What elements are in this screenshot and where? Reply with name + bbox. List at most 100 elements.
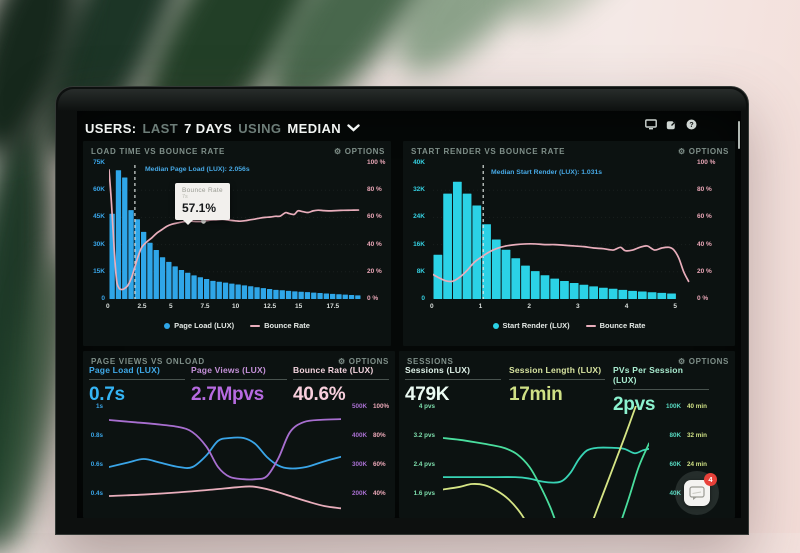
median-annotation: Median Start Render (LUX): 1.031s — [491, 169, 603, 176]
x-axis-label: 7.5 — [200, 303, 210, 310]
y-axis-label: 60 % — [367, 213, 382, 221]
panel-title: START RENDER VS BOUNCE RATE — [411, 147, 566, 156]
y-axis-label: 1.6 pvs — [413, 490, 435, 497]
notification-badge: 4 — [704, 473, 717, 486]
y-axis-label: 30K — [93, 240, 105, 248]
chevron-down-icon — [347, 124, 360, 132]
y-axis-label: 20 % — [697, 267, 712, 275]
dashboard-screen: USERS: LAST 7 DAYS USING MEDIAN ? LOAD — [77, 111, 741, 518]
metric-underline — [509, 379, 605, 380]
y-axis-label: 40 % — [697, 240, 712, 248]
y-axis-label: 8K — [416, 267, 425, 275]
header-segment: 7 DAYS — [184, 120, 233, 136]
tooltip-title: Bounce Rate — [182, 187, 223, 194]
metric-label: Page Views (LUX) — [191, 365, 266, 375]
help-icon[interactable]: ? — [686, 119, 697, 130]
y-axis-label: 32 min — [687, 432, 707, 439]
y-axis-label: 100 % — [367, 159, 386, 166]
x-axis-label: 2.5 — [137, 303, 147, 310]
legend-item[interactable]: Bounce Rate — [585, 321, 646, 330]
metric-value: 2.7Mpvs — [191, 384, 264, 405]
users-range-dropdown[interactable]: USERS: LAST 7 DAYS USING MEDIAN — [85, 116, 360, 140]
metric-label: Session Length (LUX) — [509, 365, 602, 375]
metric-underline — [89, 379, 185, 380]
legend-item[interactable]: Bounce Rate — [250, 321, 310, 330]
y-axis-label: 24K — [413, 213, 425, 221]
y-axis-label: 0.8s — [90, 432, 103, 439]
x-axis-label: 17.5 — [326, 303, 340, 310]
x-axis-label: 0 — [106, 303, 110, 310]
display-icon[interactable] — [645, 119, 657, 130]
y-axis-label: 40% — [373, 490, 386, 497]
y-axis-label: 16K — [413, 240, 425, 248]
header-segment: USERS: — [85, 120, 137, 136]
options-label: OPTIONS — [688, 357, 729, 366]
y-axis-label: 40K — [669, 490, 681, 497]
tooltip-subtitle: 7s — [182, 194, 188, 200]
y-axis-label: 24 min — [687, 461, 707, 468]
tooltip-value: 57.1% — [182, 201, 217, 215]
metric-value: 2pvs — [613, 394, 656, 415]
legend-label: Start Render (LUX) — [502, 321, 570, 330]
metric-3: Bounce Rate (LUX) 40.6% — [293, 365, 389, 406]
options-button[interactable]: ⚙ OPTIONS — [338, 357, 389, 366]
bezel-highlight — [58, 89, 746, 111]
panel-title: LOAD TIME VS BOUNCE RATE — [91, 147, 225, 156]
legend-swatch — [164, 322, 171, 329]
y-axis-label: 500K — [351, 403, 367, 410]
legend-swatch — [585, 324, 596, 327]
legend-item[interactable]: Page Load (LUX) — [164, 321, 234, 330]
chat-widget-button[interactable]: 4 — [675, 471, 719, 515]
y-axis-label: 200K — [351, 490, 367, 497]
chart-legend: Page Load (LUX) Bounce Rate — [83, 321, 391, 330]
header-icon-group: ? — [645, 119, 697, 130]
x-axis-label: 15 — [295, 303, 303, 310]
x-axis-label: 12.5 — [263, 303, 277, 310]
legend-item[interactable]: Start Render (LUX) — [492, 321, 570, 330]
panel-load-time: LOAD TIME VS BOUNCE RATE ⚙ OPTIONS Media… — [83, 141, 391, 346]
page-views-onload-chart — [109, 418, 341, 510]
metric-label: Sessions (LUX) — [405, 365, 471, 375]
metric-2: Session Length (LUX) 17min — [509, 365, 605, 406]
y-axis-label: 15K — [93, 267, 105, 275]
y-axis-label: 80% — [373, 432, 386, 439]
share-icon[interactable] — [666, 119, 677, 130]
panel-title: SESSIONS — [407, 357, 454, 366]
x-axis-label: 10 — [232, 303, 240, 310]
legend-label: Bounce Rate — [599, 321, 646, 330]
svg-text:?: ? — [689, 122, 693, 129]
legend-swatch — [492, 322, 499, 329]
y-axis-label: 400K — [351, 432, 367, 439]
metric-label: Page Load (LUX) — [89, 365, 161, 375]
header-segment: MEDIAN — [287, 120, 342, 136]
options-label: OPTIONS — [344, 147, 385, 156]
options-button[interactable]: ⚙ OPTIONS — [678, 147, 729, 156]
laptop: USERS: LAST 7 DAYS USING MEDIAN ? LOAD — [55, 86, 749, 535]
x-axis-label: 4 — [624, 303, 629, 310]
metric-underline — [293, 379, 389, 380]
y-axis-label: 75K — [93, 159, 105, 166]
y-axis-label: 0.6s — [90, 461, 103, 468]
metric-1: Page Load (LUX) 0.7s — [89, 365, 185, 406]
metric-label: Bounce Rate (LUX) — [293, 365, 374, 375]
metric-value: 479K — [405, 384, 450, 405]
y-axis-label: 60 % — [697, 213, 712, 221]
legend-label: Page Load (LUX) — [174, 321, 235, 330]
metric-underline — [405, 379, 501, 380]
bounce-rate-tooltip: Bounce Rate 7s 57.1% — [175, 183, 230, 225]
scrollbar-thumb[interactable] — [738, 121, 740, 149]
options-button[interactable]: ⚙ OPTIONS — [678, 357, 729, 366]
metric-3: PVs Per Session (LUX) 2pvs — [613, 365, 709, 416]
x-axis-label: 2 — [527, 303, 531, 310]
legend-swatch — [250, 324, 261, 327]
y-axis-label: 0.4s — [90, 490, 103, 497]
panel-title: PAGE VIEWS VS ONLOAD — [91, 357, 205, 366]
metric-underline — [191, 379, 287, 380]
metric-label: PVs Per Session (LUX) — [613, 365, 684, 385]
metric-underline — [613, 389, 709, 390]
load-time-chart — [109, 165, 361, 299]
y-axis-label: 0 — [421, 295, 425, 302]
y-axis-label: 0 % — [367, 295, 379, 302]
options-button[interactable]: ⚙ OPTIONS — [334, 147, 385, 156]
start-render-chart — [433, 165, 691, 299]
